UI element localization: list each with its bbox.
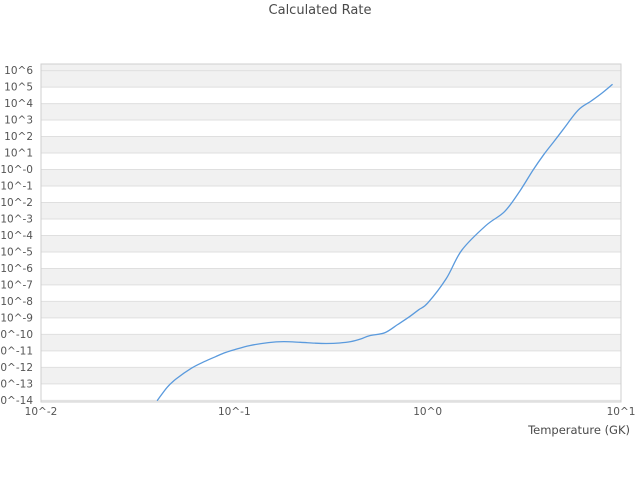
grid-band	[41, 235, 621, 252]
y-tick-label: 10^3	[4, 115, 33, 127]
y-tick-label: 10^4	[4, 98, 33, 110]
y-tick-label: 10^-0	[0, 164, 33, 176]
y-tick-label: 10^-10	[0, 329, 33, 341]
grid-band	[41, 367, 621, 384]
x-axis-label: Temperature (GK)	[528, 423, 630, 437]
y-tick-label: 10^-13	[0, 378, 33, 390]
grid-band	[41, 334, 621, 351]
chart-title: Calculated Rate	[268, 3, 372, 18]
y-tick-label: 10^2	[4, 131, 33, 143]
grid-band	[41, 400, 621, 402]
y-tick-label: 10^1	[4, 148, 33, 160]
x-tick-label: 10^0	[413, 406, 442, 418]
y-tick-label: 10^-12	[0, 362, 33, 374]
x-tick-label: 10^-1	[218, 406, 251, 418]
y-tick-label: 10^-3	[0, 213, 33, 225]
x-tick-label: 10^1	[607, 406, 636, 418]
y-tick-label: 10^-8	[0, 296, 33, 308]
plot-border	[40, 63, 622, 403]
y-tick-label: 10^-1	[0, 181, 33, 193]
grid-band	[41, 202, 621, 219]
calculated-rate-curve	[156, 83, 613, 401]
y-tick-label: 10^-11	[0, 345, 33, 357]
y-tick-label: 10^6	[4, 65, 33, 77]
grid-band	[41, 103, 621, 121]
grid-band	[41, 169, 621, 187]
y-tick-label: 10^-7	[0, 279, 33, 291]
y-tick-label: 10^5	[4, 82, 33, 94]
y-tick-label: 10^-4	[0, 230, 33, 242]
grid-band	[41, 301, 621, 318]
grid-band	[41, 64, 621, 88]
y-tick-label: 10^-14	[0, 395, 33, 407]
y-tick-label: 10^-5	[0, 246, 33, 258]
y-tick-label: 10^-9	[0, 312, 33, 324]
x-tick-label: 10^-2	[25, 406, 58, 418]
y-tick-label: 10^-2	[0, 197, 33, 209]
grid-band	[41, 268, 621, 285]
grid-band	[41, 136, 621, 154]
y-tick-label: 10^-6	[0, 263, 33, 275]
